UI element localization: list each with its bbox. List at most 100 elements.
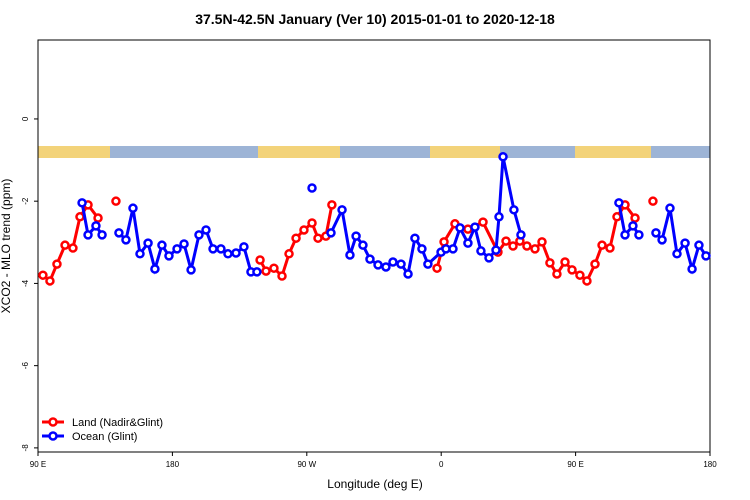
data-point bbox=[299, 225, 309, 235]
data-point bbox=[478, 217, 488, 227]
y-tick-label: -2 bbox=[21, 197, 30, 205]
data-point bbox=[307, 183, 317, 193]
data-point bbox=[648, 196, 658, 206]
data-point bbox=[38, 270, 48, 280]
data-point bbox=[150, 264, 160, 274]
data-point bbox=[463, 238, 473, 248]
x-tick-label: 180 bbox=[166, 460, 180, 469]
land-band bbox=[575, 146, 651, 158]
y-axis-label: XCO2 - MLO trend (ppm) bbox=[0, 179, 13, 314]
land-band bbox=[38, 146, 110, 158]
data-point bbox=[111, 196, 121, 206]
data-point bbox=[269, 263, 279, 273]
data-point bbox=[614, 198, 624, 208]
data-point bbox=[567, 265, 577, 275]
data-point bbox=[114, 228, 124, 238]
x-tick-label: 0 bbox=[439, 460, 444, 469]
data-point bbox=[143, 238, 153, 248]
data-point bbox=[501, 236, 511, 246]
data-point bbox=[657, 235, 667, 245]
data-point bbox=[91, 221, 101, 231]
y-tick-label: -6 bbox=[21, 362, 30, 370]
data-point bbox=[345, 250, 355, 260]
data-point bbox=[128, 203, 138, 213]
data-point bbox=[651, 228, 661, 238]
data-point bbox=[45, 276, 55, 286]
data-point bbox=[628, 221, 638, 231]
data-point bbox=[337, 205, 347, 215]
data-point bbox=[135, 249, 145, 259]
y-tick-label: 0 bbox=[21, 116, 30, 121]
data-point bbox=[530, 244, 540, 254]
data-point bbox=[522, 241, 532, 251]
data-point bbox=[491, 245, 501, 255]
data-point bbox=[605, 243, 615, 253]
data-point bbox=[403, 269, 413, 279]
data-point bbox=[498, 152, 508, 162]
data-point bbox=[470, 222, 480, 232]
data-point bbox=[508, 241, 518, 251]
data-point bbox=[381, 262, 391, 272]
chart-title: 37.5N-42.5N January (Ver 10) 2015-01-01 … bbox=[195, 11, 555, 27]
data-point bbox=[552, 269, 562, 279]
data-point bbox=[68, 243, 78, 253]
data-point bbox=[620, 230, 630, 240]
y-tick-label: -4 bbox=[21, 279, 30, 287]
x-tick-label: 90 E bbox=[567, 460, 583, 469]
y-tick-label: -8 bbox=[21, 444, 30, 452]
series-line bbox=[80, 156, 708, 278]
data-point bbox=[194, 230, 204, 240]
data-point bbox=[612, 212, 622, 222]
data-point bbox=[284, 249, 294, 259]
x-tick-label: 90 W bbox=[297, 460, 316, 469]
legend-label: Land (Nadir&Glint) bbox=[72, 417, 163, 429]
data-point bbox=[509, 205, 519, 215]
data-point bbox=[52, 259, 62, 269]
data-point bbox=[537, 237, 547, 247]
data-point bbox=[494, 212, 504, 222]
ocean-band bbox=[38, 146, 710, 158]
data-point bbox=[680, 238, 690, 248]
data-point bbox=[373, 260, 383, 270]
data-point bbox=[179, 239, 189, 249]
data-point bbox=[313, 233, 323, 243]
legend-marker bbox=[48, 417, 58, 427]
data-point bbox=[560, 257, 570, 267]
data-point bbox=[410, 233, 420, 243]
data-point bbox=[701, 251, 711, 261]
data-point bbox=[351, 231, 361, 241]
data-point bbox=[327, 200, 337, 210]
land-band bbox=[430, 146, 500, 158]
data-point bbox=[448, 244, 458, 254]
land-ocean-strip bbox=[38, 146, 710, 158]
data-point bbox=[164, 251, 174, 261]
data-point bbox=[687, 264, 697, 274]
data-point bbox=[157, 240, 167, 250]
data-point bbox=[476, 246, 486, 256]
data-point bbox=[516, 230, 526, 240]
data-point bbox=[545, 258, 555, 268]
data-point bbox=[388, 257, 398, 267]
data-point bbox=[223, 249, 233, 259]
data-point bbox=[307, 218, 317, 228]
data-point bbox=[432, 263, 442, 273]
data-point bbox=[358, 240, 368, 250]
data-point bbox=[75, 212, 85, 222]
data-point bbox=[77, 198, 87, 208]
data-point bbox=[582, 276, 592, 286]
data-point bbox=[121, 235, 131, 245]
data-point bbox=[597, 240, 607, 250]
data-point bbox=[186, 265, 196, 275]
data-point bbox=[93, 213, 103, 223]
data-point bbox=[455, 223, 465, 233]
data-point bbox=[484, 253, 494, 263]
data-point bbox=[216, 244, 226, 254]
data-point bbox=[575, 270, 585, 280]
data-point bbox=[672, 249, 682, 259]
data-point bbox=[396, 259, 406, 269]
data-point bbox=[694, 240, 704, 250]
data-point bbox=[97, 230, 107, 240]
data-point bbox=[423, 259, 433, 269]
data-point bbox=[239, 242, 249, 252]
